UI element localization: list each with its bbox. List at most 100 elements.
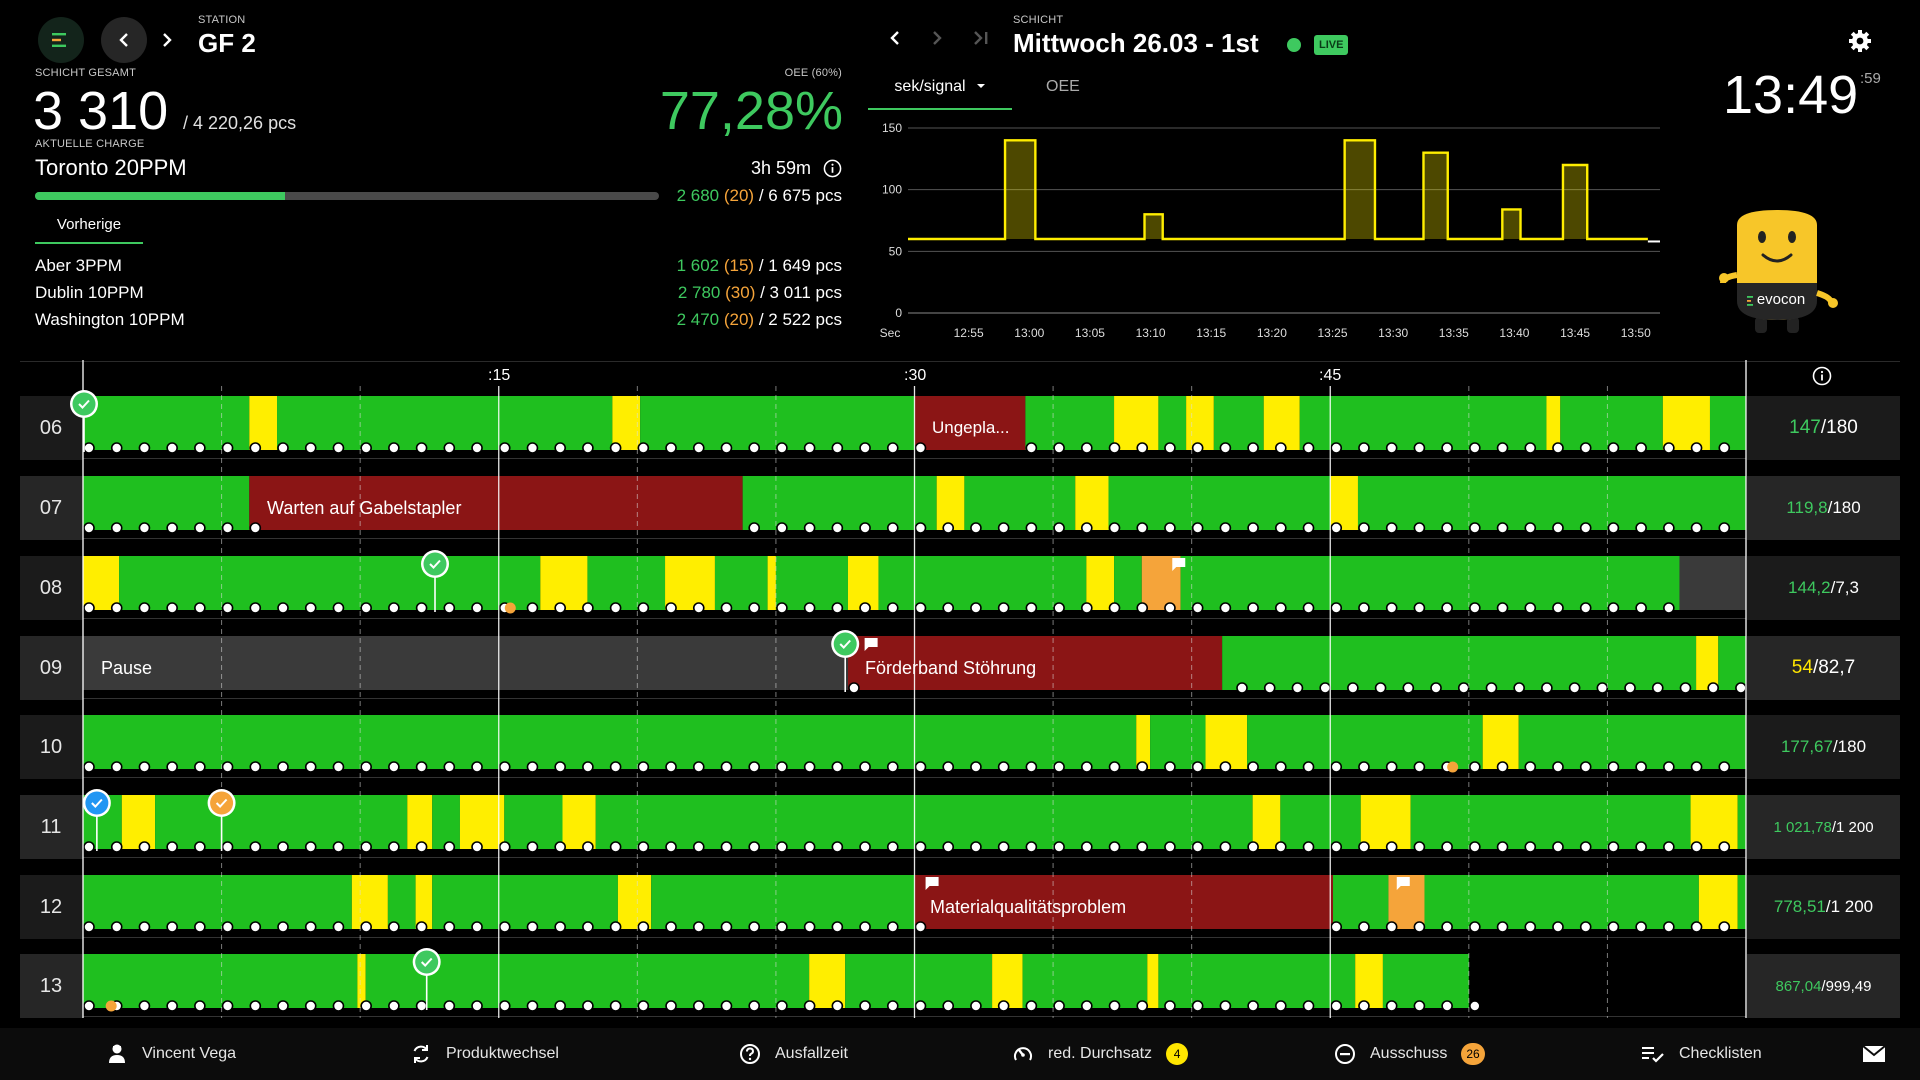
cycle-dot <box>83 921 95 933</box>
cycle-dot <box>776 522 788 534</box>
timeline-info-button[interactable] <box>1812 366 1836 390</box>
shift-latest-button[interactable] <box>966 15 996 61</box>
row-output-good: 867,04 <box>1775 977 1822 995</box>
cycle-dot <box>1385 841 1398 853</box>
scrap-dot[interactable] <box>504 602 516 614</box>
cycle-dot <box>1164 841 1176 853</box>
timeline-segment <box>714 556 768 610</box>
cycle-dot <box>582 841 594 853</box>
tab-previous[interactable]: Vorherige <box>35 216 143 244</box>
checklist-pin-icon[interactable] <box>415 950 439 974</box>
cycle-dot <box>720 761 733 773</box>
cycle-dot <box>1607 841 1620 853</box>
speed-icon <box>1014 1047 1032 1061</box>
station-next-button[interactable] <box>152 17 182 63</box>
cycle-dot <box>1191 841 1204 853</box>
shift-prev-button[interactable] <box>880 15 910 61</box>
cycle-dot <box>1081 841 1093 853</box>
downtime-button[interactable]: Ausfallzeit <box>739 1028 848 1080</box>
timeline-segment <box>1263 396 1300 450</box>
cycle-dot <box>1413 761 1426 773</box>
cycle-dot <box>942 602 955 614</box>
station-prev-button[interactable] <box>101 17 147 63</box>
row-output: 867,04/999,49 <box>1747 955 1900 1017</box>
checklist-pin-icon[interactable] <box>833 632 857 656</box>
checklist-pin-icon[interactable] <box>423 552 447 576</box>
messages-button[interactable] <box>1862 1028 1886 1080</box>
cycle-dot <box>1302 602 1315 614</box>
cycle-dot <box>1136 442 1149 454</box>
operator-pin-icon[interactable] <box>72 392 96 416</box>
cycle-dot <box>970 841 982 853</box>
cycle-dot <box>1513 682 1525 694</box>
cycle-dot <box>776 442 788 454</box>
reduced-throughput-button[interactable]: red. Durchsatz 4 <box>1012 1028 1189 1080</box>
cycle-dot <box>1552 761 1564 773</box>
scrap-dot[interactable] <box>105 1000 117 1012</box>
comment-flag-icon[interactable] <box>864 638 878 651</box>
y-tick-label: 150 <box>882 121 902 135</box>
cycle-dot <box>1441 1000 1453 1012</box>
stop-label[interactable]: Materialqualitätsproblem <box>930 897 1127 917</box>
comment-flag-icon[interactable] <box>1396 877 1410 890</box>
hour-label: 07 <box>39 496 63 519</box>
minus-circle-icon <box>1335 1044 1355 1064</box>
cycle-dot <box>83 761 95 773</box>
cycle-dot <box>886 841 899 853</box>
timeline-segment <box>1679 556 1746 610</box>
row-label-bg <box>20 715 83 779</box>
product-change-pin-icon[interactable] <box>85 791 109 815</box>
cycle-dot <box>83 602 95 614</box>
cycle-dot <box>443 442 456 454</box>
timeline-segment[interactable] <box>914 875 1334 929</box>
scrap-dot[interactable] <box>1447 761 1459 773</box>
cycle-dot <box>1358 1000 1370 1012</box>
tab-oee[interactable]: OEE <box>1046 78 1080 95</box>
stop-label[interactable]: Ungepla... <box>932 418 1010 437</box>
checklists-button[interactable]: Checklisten <box>1641 1028 1762 1080</box>
x-tick-label: 13:30 <box>1378 326 1408 340</box>
cycle-dot <box>1219 1000 1232 1012</box>
cycle-dot <box>582 761 594 773</box>
comment-flag-icon[interactable] <box>1172 558 1186 571</box>
cycle-dot <box>249 602 262 614</box>
cycle-dot <box>1219 522 1232 534</box>
timeline-segment[interactable] <box>847 636 1223 690</box>
operator-button[interactable]: Vincent Vega <box>106 1028 236 1080</box>
previous-batch-counts: 2 780 (30) / 3 011 pcs <box>678 283 842 303</box>
shift-next-button[interactable] <box>922 15 952 61</box>
cycle-dot <box>859 921 871 933</box>
previous-batch-scrap: (30) <box>725 283 756 302</box>
settings-button[interactable] <box>1845 26 1875 56</box>
comment-flag-icon[interactable] <box>925 877 939 890</box>
timeline-segment <box>1180 556 1680 610</box>
cycle-dot <box>1275 602 1287 614</box>
cycle-dot <box>277 1000 289 1012</box>
cycle-dot <box>803 761 816 773</box>
stop-label[interactable]: Förderband Stöhrung <box>865 658 1037 678</box>
checklist-pin-icon[interactable] <box>210 791 234 815</box>
previous-batch-counts: 1 602 (15) / 1 649 pcs <box>677 256 842 276</box>
timeline-chart <box>20 360 1900 1018</box>
hour-label: 13 <box>39 974 63 997</box>
cycle-dot <box>110 442 123 454</box>
timeline-segment <box>1518 715 1746 769</box>
timeline-segment <box>83 954 358 1008</box>
timeline-segment[interactable] <box>914 396 1026 450</box>
cycle-dot <box>110 921 123 933</box>
row-label-bg <box>20 476 83 540</box>
row-output-good: 1 021,78 <box>1773 818 1832 836</box>
x-tick-label: 13:10 <box>1136 326 1166 340</box>
cycle-dot <box>1552 442 1564 454</box>
timeline-segment[interactable] <box>249 476 743 530</box>
info-icon[interactable] <box>823 159 842 178</box>
menu-button[interactable] <box>38 17 84 63</box>
tab-sek-signal[interactable]: sek/signal <box>868 78 1012 110</box>
scrap-button[interactable]: Ausschuss 26 <box>1334 1028 1485 1080</box>
product-change-button[interactable]: Produktwechsel <box>410 1028 559 1080</box>
stop-label[interactable]: Warten auf Gabelstapler <box>267 498 462 518</box>
cycle-dot <box>886 522 899 534</box>
row-label-bg <box>20 556 83 620</box>
cycle-dot <box>1263 682 1276 694</box>
cycle-dot <box>1330 602 1343 614</box>
